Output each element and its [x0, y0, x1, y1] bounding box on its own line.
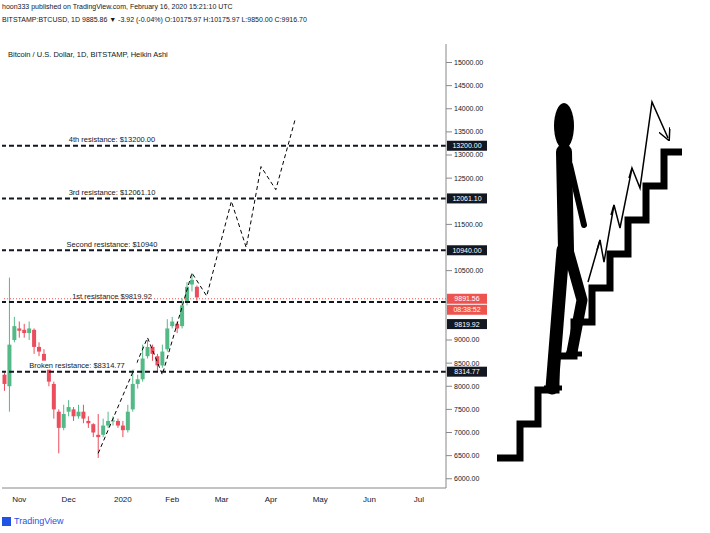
svg-text:9819.92: 9819.92: [454, 321, 479, 328]
svg-text:Jun: Jun: [363, 495, 376, 504]
svg-text:8000.00: 8000.00: [454, 383, 479, 390]
svg-text:08:38:52: 08:38:52: [453, 306, 480, 313]
html-text:Bitcoin / U.S. Dollar, 1D, BIT: Bitcoin / U.S. Dollar, 1D, BITSTAMP, Hei…: [8, 50, 168, 59]
svg-text:Dec: Dec: [61, 495, 75, 504]
html-text:BITSTAMP:BTCUSD, 1D 9885.86 ▼: BITSTAMP:BTCUSD, 1D 9885.86 ▼ -3.92 (-0.…: [2, 16, 307, 23]
svg-text:6500.00: 6500.00: [454, 452, 479, 459]
svg-text:4th resistance: $13200.00: 4th resistance: $13200.00: [69, 135, 155, 144]
svg-text:Nov: Nov: [12, 495, 26, 504]
svg-text:Second resistance: $10940: Second resistance: $10940: [67, 240, 158, 249]
html-text:hoon333 published on TradingVi: hoon333 published on TradingView.com, Fe…: [2, 3, 233, 10]
svg-text:2020: 2020: [114, 495, 132, 504]
svg-text:9000.00: 9000.00: [454, 336, 479, 343]
svg-text:Broken resistance: $8314.77: Broken resistance: $8314.77: [29, 361, 124, 370]
html-text:TradingView: TradingView: [14, 516, 64, 526]
svg-text:Feb: Feb: [165, 495, 179, 504]
svg-text:6000.00: 6000.00: [454, 475, 479, 482]
svg-text:1st resistance $9819.92: 1st resistance $9819.92: [72, 291, 152, 301]
svg-text:8500.00: 8500.00: [454, 360, 479, 367]
svg-text:Jul: Jul: [414, 495, 424, 504]
svg-text:11500.00: 11500.00: [454, 221, 483, 228]
svg-text:14500.00: 14500.00: [454, 82, 483, 89]
svg-text:13500.00: 13500.00: [454, 128, 483, 135]
svg-text:May: May: [313, 495, 328, 504]
svg-text:3rd resistance: $12061.10: 3rd resistance: $12061.10: [69, 188, 156, 197]
svg-text:7500.00: 7500.00: [454, 406, 479, 413]
svg-text:Mar: Mar: [215, 495, 229, 504]
svg-text:13000.00: 13000.00: [454, 151, 483, 158]
svg-text:14000.00: 14000.00: [454, 105, 483, 112]
svg-text:8314.77: 8314.77: [454, 368, 479, 375]
svg-text:12061.10: 12061.10: [452, 195, 481, 202]
svg-text:12500.00: 12500.00: [454, 175, 483, 182]
svg-text:7000.00: 7000.00: [454, 429, 479, 436]
svg-text:13200.00: 13200.00: [452, 142, 481, 149]
svg-text:10940.00: 10940.00: [452, 247, 481, 254]
svg-text:9891.56: 9891.56: [454, 295, 479, 302]
svg-text:15000.00: 15000.00: [454, 59, 483, 66]
svg-text:Apr: Apr: [265, 495, 278, 504]
svg-text:10500.00: 10500.00: [454, 267, 483, 274]
